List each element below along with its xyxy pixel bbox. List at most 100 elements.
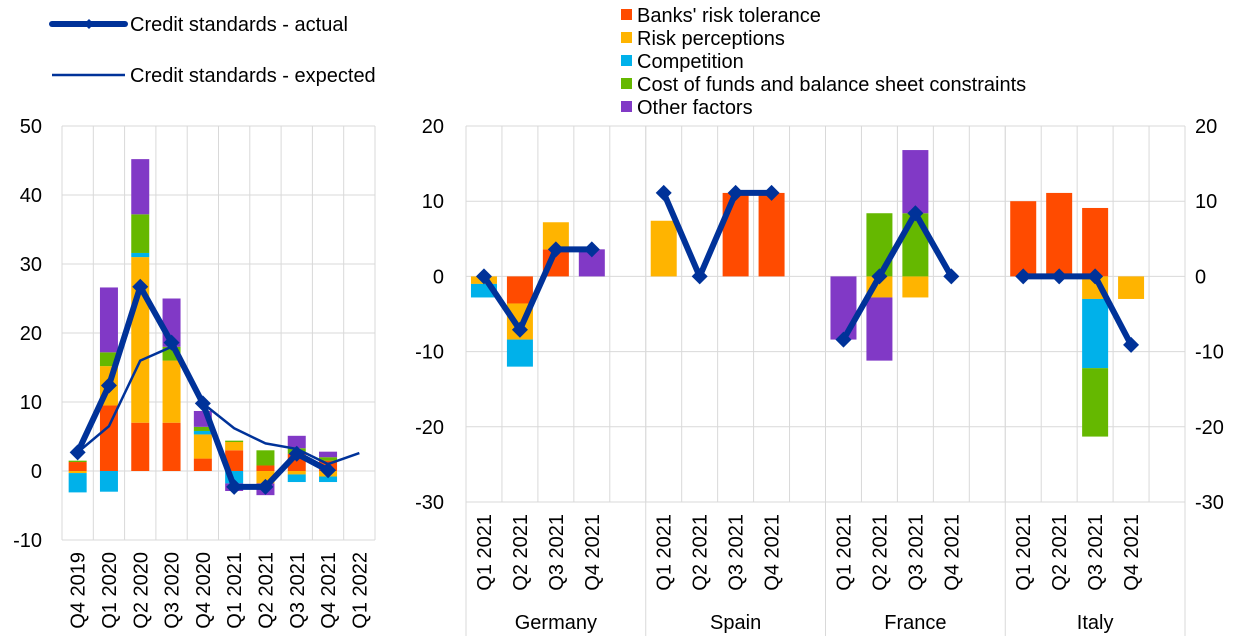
left-bar-banks-risk-tolerance-segment <box>68 462 87 471</box>
left-bar-cost-of-funds-segment <box>68 460 87 463</box>
left-x-tick-label: Q1 2021 <box>224 552 246 629</box>
right-y-tick-label-left: 10 <box>422 191 444 213</box>
france-actual-line <box>840 210 954 342</box>
legend-actual-label: Credit standards - actual <box>130 14 348 36</box>
italy-x-tick-label: Q4 2021 <box>1121 514 1143 591</box>
left-x-tick-label: Q2 2020 <box>130 552 152 629</box>
spain-bar-banks-risk-tolerance-segment <box>722 192 749 277</box>
spain-x-tick-label: Q1 2021 <box>654 514 676 591</box>
left-bar-competition-segment <box>287 474 306 483</box>
left-bar-other-factors-segment <box>131 159 150 215</box>
group-label-germany: Germany <box>515 612 597 634</box>
legend-expected-label: Credit standards - expected <box>130 65 376 87</box>
left-bar-banks-risk-tolerance-segment <box>162 422 181 471</box>
france-x-tick-label: Q2 2021 <box>869 514 891 591</box>
left-bar-risk-perceptions-segment <box>68 471 87 474</box>
left-actual-marker <box>132 278 149 295</box>
left-bar-cost-of-funds-segment <box>256 450 275 466</box>
left-actual-marker <box>163 334 180 351</box>
left-bar-competition-segment <box>319 476 338 483</box>
left-bar-cost-of-funds-segment <box>319 457 338 461</box>
france-x-tick-label: Q4 2021 <box>941 514 963 591</box>
spain-bar-banks-risk-tolerance-segment <box>758 192 785 277</box>
right-y-tick-label-left: -10 <box>415 342 444 364</box>
italy-x-tick-label: Q2 2021 <box>1049 514 1071 591</box>
left-bar-other-factors-segment <box>319 451 338 458</box>
right-y-tick-label-right: -30 <box>1195 492 1224 514</box>
right-y-tick-label-right: -10 <box>1195 342 1224 364</box>
right-y-tick-label-right: -20 <box>1195 417 1224 439</box>
left-x-tick-label: Q1 2020 <box>99 552 121 629</box>
legend-other-factors-label: Other factors <box>637 97 753 119</box>
spain-actual-marker <box>691 268 708 285</box>
germany-actual-marker <box>547 241 564 258</box>
left-expected-line <box>76 345 360 466</box>
legend-banks-risk-tolerance-swatch <box>621 9 632 20</box>
left-x-tick-label: Q3 2021 <box>287 552 309 629</box>
france-bar-cost-of-funds-segment <box>866 213 893 277</box>
germany-x-tick-label: Q4 2021 <box>582 514 604 591</box>
left-y-tick-label: 0 <box>31 461 42 483</box>
spain-actual-line <box>660 189 772 280</box>
left-x-tick-label: Q1 2022 <box>349 552 371 629</box>
legend-competition-swatch <box>621 55 632 66</box>
left-bar-risk-perceptions-segment <box>225 442 244 451</box>
group-label-france: France <box>884 612 946 634</box>
france-x-tick-label: Q3 2021 <box>905 514 927 591</box>
left-bar-competition-segment <box>68 473 87 493</box>
spain-actual-marker <box>655 184 672 201</box>
left-y-tick-label: 10 <box>20 392 42 414</box>
legend-cost-of-funds-swatch <box>621 78 632 89</box>
italy-actual-marker <box>1051 268 1068 285</box>
italy-bar-banks-risk-tolerance-segment <box>1010 201 1037 277</box>
germany-actual-marker <box>511 321 528 338</box>
france-bar-other-factors-segment <box>902 150 929 214</box>
germany-actual-marker <box>475 268 492 285</box>
france-bar-other-factors-segment <box>830 276 857 340</box>
germany-actual-line <box>481 246 592 333</box>
left-y-tick-label: 20 <box>20 323 42 345</box>
italy-bar-banks-risk-tolerance-segment <box>1082 207 1109 277</box>
left-actual-marker <box>257 478 274 495</box>
left-bar-banks-risk-tolerance-segment <box>193 458 212 471</box>
right-y-tick-label-left: 20 <box>422 116 444 138</box>
italy-x-tick-label: Q1 2021 <box>1013 514 1035 591</box>
left-actual-marker <box>226 478 243 495</box>
spain-x-tick-label: Q2 2021 <box>690 514 712 591</box>
left-bar-banks-risk-tolerance-segment <box>131 422 150 471</box>
line-legend: Credit standards - actual Credit standard… <box>49 14 376 87</box>
germany-actual-marker <box>583 241 600 258</box>
country-panel: -30 -30 -20 -20 -10 -10 0 0 10 10 20 20 Q1 2021 Q2 20… <box>415 116 1224 636</box>
italy-actual-line <box>1023 273 1134 347</box>
france-actual-marker <box>907 205 924 222</box>
legend-risk-perceptions-label: Risk perceptions <box>637 28 785 50</box>
left-x-tick-label: Q4 2019 <box>68 552 90 629</box>
right-y-tick-label-left: -30 <box>415 492 444 514</box>
france-actual-marker <box>871 268 888 285</box>
italy-bar-risk-perceptions-segment <box>1118 276 1145 299</box>
left-y-tick-label: -10 <box>13 530 42 552</box>
left-y-tick-label: 30 <box>20 254 42 276</box>
right-y-tick-label-right: 20 <box>1195 116 1217 138</box>
legend-other-factors-swatch <box>621 101 632 112</box>
left-bar-risk-perceptions-segment <box>193 434 212 459</box>
left-actual-marker <box>100 377 117 394</box>
left-bar-other-factors-segment <box>99 287 118 353</box>
left-y-tick-label: 50 <box>20 116 42 138</box>
left-bar-competition-segment <box>131 252 150 258</box>
right-y-tick-label-right: 0 <box>1195 266 1206 288</box>
legend-banks-risk-tolerance-label: Banks' risk tolerance <box>637 5 821 27</box>
euro-area-panel: -10 0 10 20 30 40 50 Q4 2019 Q1 2020 Q2 2020 Q3 20… <box>13 116 376 629</box>
germany-bar-competition-segment <box>506 339 533 367</box>
left-bar-risk-perceptions-segment <box>287 471 306 475</box>
left-actual-marker <box>320 462 337 479</box>
group-label-italy: Italy <box>1077 612 1114 634</box>
left-x-tick-label: Q2 2021 <box>255 552 277 629</box>
italy-x-tick-label: Q3 2021 <box>1085 514 1107 591</box>
spain-actual-marker <box>763 184 780 201</box>
left-bar-cost-of-funds-segment <box>193 426 212 431</box>
right-y-tick-label-right: 10 <box>1195 191 1217 213</box>
legend-actual-marker <box>84 19 94 29</box>
left-bar-risk-perceptions-segment <box>162 360 181 423</box>
